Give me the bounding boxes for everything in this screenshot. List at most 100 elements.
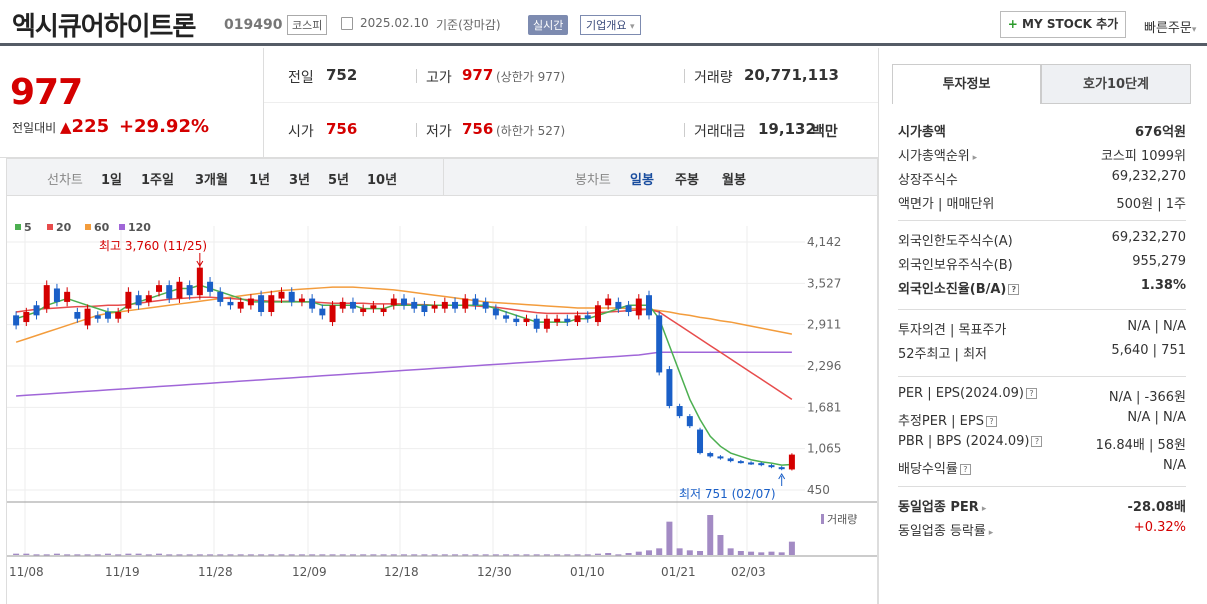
amount-unit: 백만 [812,124,838,140]
volume-bar [605,553,612,555]
period-1w[interactable]: 1주일 [141,173,174,188]
candle-body [676,406,683,417]
info-label: 액면가 | 매매단위 [898,197,995,212]
info-label: 52주최고 | 최저 [898,347,987,362]
candle-body [186,285,193,296]
change-value: 225 [71,116,110,137]
y-tick-label: 4,142 [807,235,841,249]
upper-limit: (상한가 977) [496,70,566,84]
candle-body [431,305,438,309]
chevron-right-icon: ▸ [978,504,987,514]
candle-body [401,298,407,306]
calendar-icon [341,17,353,30]
volume-bar [768,551,775,555]
lower-limit: (하한가 527) [496,124,566,138]
volume-bar [349,554,356,556]
chart-area: 4,142 3,527 2,911 2,296 1,681 1,065 450 11/08 11… [6,196,878,604]
candle-body [288,291,295,302]
info-row: PER | EPS(2024.09)? N/A | -366원 [898,386,1186,406]
help-icon[interactable]: ? [1025,388,1037,399]
volume-bar [390,554,397,556]
tab-hoga-10[interactable]: 호가10단계 [1041,64,1191,104]
info-value: 69,232,270 [1111,169,1186,184]
tab-invest-info[interactable]: 투자정보 [892,64,1041,104]
help-icon[interactable]: ? [1031,436,1043,447]
volume-bar [574,554,581,556]
help-icon[interactable]: ? [985,416,997,427]
volume-bar [737,551,744,555]
legend-swatch [119,224,125,230]
volume-bar [196,554,203,556]
volume-bar [84,554,91,556]
period-1y[interactable]: 1년 [249,173,271,188]
candle-body [421,305,428,312]
stock-code: 019490 [224,17,283,33]
volume-bar [533,554,540,556]
help-icon[interactable]: ? [1008,284,1020,295]
company-overview-dropdown[interactable]: 기업개요 ▾ [580,15,641,35]
line-chart-label: 선차트 [47,173,83,188]
period-3m[interactable]: 3개월 [195,173,228,188]
period-5y[interactable]: 5년 [328,173,350,188]
candle-body [492,308,499,316]
candle-chart-label: 봉차트 [575,173,611,188]
volume-bar [64,554,71,556]
candle-body [564,318,571,323]
market-badge: 코스피 [287,15,328,35]
candle-body [125,291,132,309]
period-3y[interactable]: 3년 [289,173,311,188]
candle-body [523,318,530,323]
candle-body [686,416,693,427]
candle-body [329,305,336,323]
info-value: N/A [1163,458,1186,473]
info-label: 추정PER | EPS? [898,410,997,429]
candle-body [615,301,622,309]
volume-bar [288,554,295,556]
info-row: 시가총액 676억원 [898,121,1186,141]
candle-monthly[interactable]: 월봉 [722,173,746,188]
volume-bar [43,554,50,556]
quick-order-dropdown[interactable]: 빠른주문▾ [1144,17,1196,36]
info-label: 시가총액 [898,125,946,140]
volume-bar [462,554,469,556]
volume-bar [503,554,510,556]
low-arrow-head [778,473,786,480]
quote-divider [264,102,878,103]
candle-body [145,295,152,302]
info-row: 외국인한도주식수(A) 69,232,270 [898,230,1186,250]
x-tick-label: 01/21 [661,565,696,579]
volume-bar [411,554,418,556]
candle-daily[interactable]: 일봉 [630,173,654,188]
price-box [0,48,264,158]
volume-bar [748,551,755,555]
section-divider [898,309,1186,310]
info-value: -28.08배 [1127,500,1186,515]
info-row: 동일업종 PER ▸ -28.08배 [898,496,1186,516]
volume-bar [176,554,183,556]
price-chart[interactable]: 4,142 3,527 2,911 2,296 1,681 1,065 450 11/08 11… [7,196,877,604]
volume-bar [452,554,459,556]
period-1d[interactable]: 1일 [101,173,123,188]
toolbar-divider [443,159,444,195]
high-value: 977 [462,66,494,84]
period-10y[interactable]: 10년 [367,173,398,188]
volume-bar [554,554,561,556]
candle-body [380,308,387,312]
info-row: 액면가 | 매매단위 500원 | 1주 [898,193,1186,213]
candle-body [543,318,550,329]
volume-bar [421,554,428,556]
help-icon[interactable]: ? [959,464,971,475]
low-label: 저가 [426,124,452,140]
candle-body [768,465,775,468]
candle-body [33,305,40,316]
plus-icon: + [1007,17,1018,31]
realtime-button[interactable]: 실시간 [528,15,569,35]
candle-body [207,281,214,292]
candle-weekly[interactable]: 주봉 [675,173,699,188]
info-row: 외국인보유주식수(B) 955,279 [898,254,1186,274]
separator [416,69,417,83]
y-tick-label: 1,065 [807,442,841,456]
my-stock-add-button[interactable]: + MY STOCK 추가 [1000,11,1126,38]
candle-body [441,301,448,309]
info-value: N/A | N/A [1127,410,1186,425]
